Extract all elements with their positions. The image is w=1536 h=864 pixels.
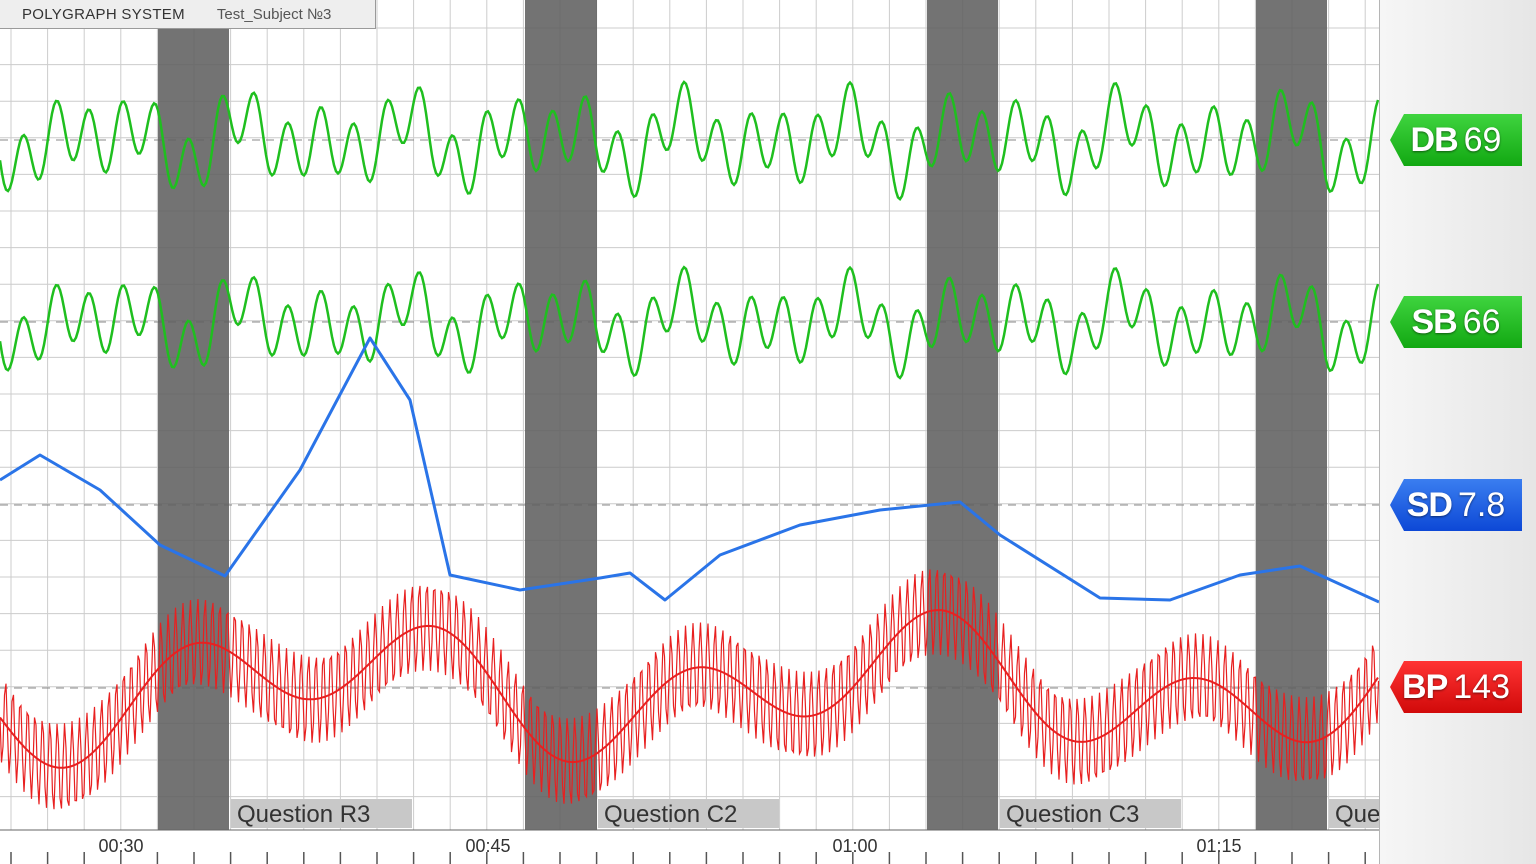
question-marker — [1256, 0, 1327, 830]
time-tick-label: 00:45 — [465, 836, 510, 856]
db-readout-tag[interactable]: DB 69 — [1390, 114, 1522, 166]
bp-label: BP — [1402, 667, 1448, 706]
db-label: DB — [1410, 120, 1459, 159]
time-tick-label: 00:30 — [98, 836, 143, 856]
question-label-bg — [231, 799, 412, 828]
bp-mean-trace — [0, 609, 1379, 769]
time-tick-label: 01:15 — [1196, 836, 1241, 856]
db-trace — [0, 80, 1379, 201]
sb-readout-tag[interactable]: SB 66 — [1390, 296, 1522, 348]
sd-label: SD — [1406, 485, 1453, 524]
app-title: POLYGRAPH SYSTEM — [22, 5, 185, 23]
question-marker — [158, 0, 229, 830]
bp-value: 143 — [1453, 667, 1510, 706]
question-label: Question C3 — [1006, 801, 1139, 828]
time-tick-label: 01:00 — [832, 836, 877, 856]
polygraph-chart: Question R3 Question C2 Question C3 Que 00:3… — [0, 0, 1379, 864]
sd-trace — [0, 336, 1379, 604]
question-label-bg — [1000, 799, 1181, 828]
question-label: Que — [1335, 801, 1379, 828]
bp-readout-tag[interactable]: BP 143 — [1390, 661, 1522, 713]
sd-readout-tag[interactable]: SD 7.8 — [1390, 479, 1522, 531]
subject-name: Test_Subject №3 — [216, 5, 332, 23]
sd-value: 7.8 — [1457, 485, 1506, 524]
db-value: 69 — [1463, 120, 1502, 159]
title-bar: POLYGRAPH SYSTEM Test_Subject №3 — [0, 0, 376, 29]
sb-value: 66 — [1462, 302, 1501, 341]
question-marker — [525, 0, 597, 830]
sb-label: SB — [1411, 302, 1457, 341]
bp-trace — [0, 569, 1379, 810]
question-label-bg — [598, 799, 779, 828]
question-label: Question C2 — [604, 801, 737, 828]
sb-trace — [0, 265, 1379, 380]
question-label-bg — [1329, 799, 1379, 828]
question-label: Question R3 — [237, 801, 370, 828]
